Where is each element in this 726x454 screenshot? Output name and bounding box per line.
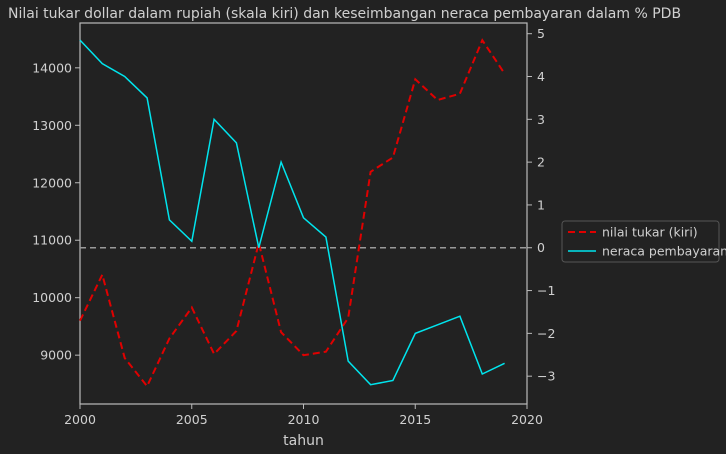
x-axis-ticks: 2000 2005 2010 2015 2020 bbox=[64, 404, 543, 427]
right-axis-tick-label: 2 bbox=[537, 155, 545, 170]
legend-label-neraca-pembayaran: neraca pembayaran bbox=[602, 244, 726, 259]
data-point-nilai-tukar bbox=[303, 354, 305, 356]
right-axis-tick-label: −2 bbox=[537, 326, 555, 341]
right-axis-tick-label: 4 bbox=[537, 69, 545, 84]
data-point-nilai-tukar bbox=[481, 39, 483, 41]
data-point-nilai-tukar bbox=[79, 320, 81, 322]
series-line-neraca-pembayaran bbox=[79, 39, 505, 386]
data-point-nilai-tukar bbox=[146, 385, 148, 387]
data-point-neraca-pembayaran bbox=[258, 247, 260, 249]
x-axis-tick-label: 2010 bbox=[288, 412, 320, 427]
data-point-nilai-tukar bbox=[101, 274, 103, 276]
data-point-neraca-pembayaran bbox=[437, 324, 439, 326]
data-point-neraca-pembayaran bbox=[504, 362, 506, 364]
right-axis-tick-label: −1 bbox=[537, 283, 555, 298]
data-point-neraca-pembayaran bbox=[481, 373, 483, 375]
data-point-nilai-tukar bbox=[124, 357, 126, 359]
data-point-nilai-tukar bbox=[168, 337, 170, 339]
data-point-neraca-pembayaran bbox=[124, 76, 126, 78]
data-point-nilai-tukar bbox=[459, 93, 461, 95]
right-axis-tick-label: −3 bbox=[537, 369, 555, 384]
x-axis-tick-label: 2015 bbox=[399, 412, 431, 427]
data-point-neraca-pembayaran bbox=[303, 217, 305, 219]
x-axis-tick-label: 2020 bbox=[511, 412, 543, 427]
data-point-nilai-tukar bbox=[414, 78, 416, 80]
legend-label-nilai-tukar: nilai tukar (kiri) bbox=[602, 225, 698, 240]
right-axis-tick-label: 5 bbox=[537, 26, 545, 41]
data-point-nilai-tukar bbox=[370, 171, 372, 173]
data-point-neraca-pembayaran bbox=[235, 142, 237, 144]
data-point-neraca-pembayaran bbox=[280, 161, 282, 163]
data-point-neraca-pembayaran bbox=[101, 63, 103, 65]
data-point-nilai-tukar bbox=[258, 242, 260, 244]
x-axis-label: tahun bbox=[283, 433, 324, 449]
data-point-nilai-tukar bbox=[191, 306, 193, 308]
left-axis-ticks: 9000 10000 11000 12000 13000 14000 bbox=[32, 60, 80, 363]
right-axis-tick-label: 0 bbox=[537, 240, 545, 255]
data-point-neraca-pembayaran bbox=[168, 219, 170, 221]
data-point-neraca-pembayaran bbox=[347, 360, 349, 362]
data-point-nilai-tukar bbox=[437, 99, 439, 101]
left-axis-tick-label: 9000 bbox=[40, 348, 72, 363]
data-point-nilai-tukar bbox=[347, 317, 349, 319]
data-point-neraca-pembayaran bbox=[414, 332, 416, 334]
data-point-neraca-pembayaran bbox=[79, 39, 81, 41]
right-axis-ticks: −3 −2 −1 0 1 2 3 4 5 bbox=[527, 26, 555, 384]
left-axis-tick-label: 10000 bbox=[32, 290, 72, 305]
left-axis-tick-label: 13000 bbox=[32, 118, 72, 133]
data-point-neraca-pembayaran bbox=[370, 384, 372, 386]
x-axis-tick-label: 2005 bbox=[176, 412, 208, 427]
left-axis-tick-label: 11000 bbox=[32, 233, 72, 248]
data-point-neraca-pembayaran bbox=[392, 379, 394, 381]
data-point-nilai-tukar bbox=[280, 331, 282, 333]
data-point-neraca-pembayaran bbox=[191, 240, 193, 242]
data-point-neraca-pembayaran bbox=[213, 118, 215, 120]
data-point-nilai-tukar bbox=[392, 156, 394, 158]
data-point-neraca-pembayaran bbox=[325, 236, 327, 238]
data-point-nilai-tukar bbox=[504, 73, 506, 75]
series-line-nilai-tukar bbox=[79, 38, 506, 389]
data-point-neraca-pembayaran bbox=[146, 97, 148, 99]
left-axis-tick-label: 12000 bbox=[32, 175, 72, 190]
data-point-nilai-tukar bbox=[213, 353, 215, 355]
plot-area: 9000 10000 11000 12000 13000 14000 −3 −2 −1 0 1 2 3… bbox=[32, 22, 555, 427]
legend-box bbox=[561, 220, 720, 263]
right-axis-tick-label: 1 bbox=[537, 197, 545, 212]
right-axis-tick-label: 3 bbox=[537, 112, 545, 127]
data-point-nilai-tukar bbox=[235, 330, 237, 332]
data-point-neraca-pembayaran bbox=[459, 315, 461, 317]
legend: nilai tukar (kiri) neraca pembayaran bbox=[561, 220, 726, 263]
chart-title: Nilai tukar dollar dalam rupiah (skala k… bbox=[8, 6, 681, 22]
left-axis-tick-label: 14000 bbox=[32, 60, 72, 75]
data-point-nilai-tukar bbox=[325, 351, 327, 353]
x-axis-tick-label: 2000 bbox=[64, 412, 96, 427]
